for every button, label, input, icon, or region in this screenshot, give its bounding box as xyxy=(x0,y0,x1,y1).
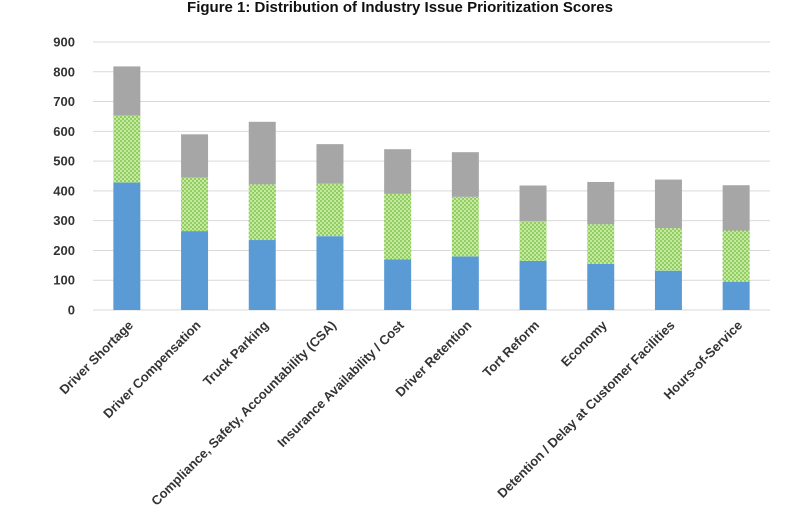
bar-segment xyxy=(587,263,615,310)
x-tick-label: Insurance Availability / Cost xyxy=(274,317,407,450)
y-tick-label: 700 xyxy=(53,94,75,109)
y-axis-ticks: 0 100 200 300 400 500 600 700 800 900 xyxy=(53,35,75,318)
y-tick-label: 600 xyxy=(53,124,75,139)
bar-segment xyxy=(248,121,276,185)
bar-segment xyxy=(248,184,276,241)
bar-segment xyxy=(722,185,750,231)
y-tick-label: 900 xyxy=(53,35,75,50)
bar-segment xyxy=(384,193,412,260)
bar-segment xyxy=(384,149,412,194)
y-tick-label: 500 xyxy=(53,154,75,169)
bar-segment xyxy=(722,281,750,310)
y-tick-label: 200 xyxy=(53,243,75,258)
bar-segment xyxy=(113,115,141,183)
bar-segment xyxy=(587,181,615,225)
bar-segment xyxy=(654,179,682,229)
bar-segment xyxy=(722,230,750,282)
bar-segment xyxy=(316,236,344,310)
bar-segment xyxy=(181,134,209,178)
x-tick-label: Truck Parking xyxy=(200,317,271,388)
bar-segment xyxy=(181,177,209,232)
bar-segment xyxy=(384,259,412,310)
bar-segment xyxy=(248,240,276,310)
y-tick-label: 300 xyxy=(53,213,75,228)
y-tick-label: 0 xyxy=(68,303,75,318)
x-tick-label: Economy xyxy=(558,317,611,370)
y-tick-label: 400 xyxy=(53,183,75,198)
bar-segment xyxy=(519,221,547,261)
bar-segment xyxy=(654,270,682,310)
chart-title: Figure 1: Distribution of Industry Issue… xyxy=(187,0,613,16)
bar-segment xyxy=(113,66,141,116)
x-tick-label: Tort Reform xyxy=(480,318,543,381)
y-tick-label: 800 xyxy=(53,64,75,79)
bar-segment xyxy=(587,224,615,264)
bar-segment xyxy=(451,152,479,197)
bar-segment xyxy=(451,196,479,257)
bars xyxy=(113,66,750,310)
bar-segment xyxy=(316,144,344,184)
bar-segment xyxy=(316,183,344,237)
bar-segment xyxy=(519,185,547,222)
bar-segment xyxy=(654,228,682,271)
bar-segment xyxy=(519,260,547,310)
bar-segment xyxy=(451,256,479,310)
bar-segment xyxy=(181,231,209,310)
y-tick-label: 100 xyxy=(53,273,75,288)
bar-segment xyxy=(113,182,141,310)
